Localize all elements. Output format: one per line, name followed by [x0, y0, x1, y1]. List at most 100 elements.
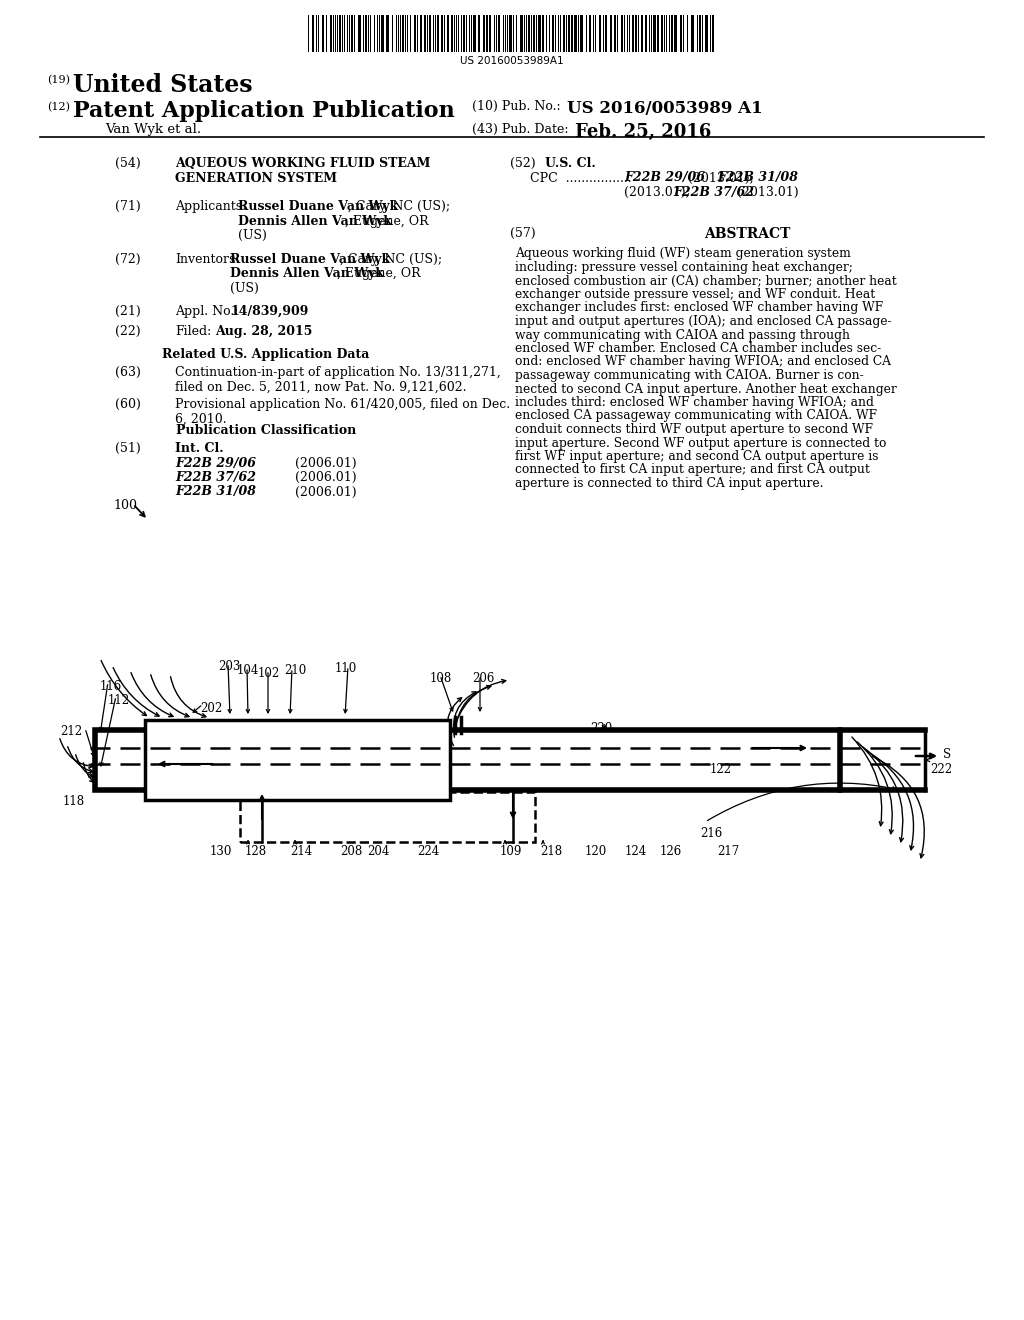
Text: (54): (54) [115, 157, 140, 170]
Bar [451, 15, 453, 51]
Text: 14/839,909: 14/839,909 [230, 305, 308, 318]
Bar [498, 15, 500, 51]
Text: (US): (US) [230, 282, 259, 294]
Text: , Cary, NC (US);: , Cary, NC (US); [340, 253, 442, 267]
Text: ond: enclosed WF chamber having WFIOA; and enclosed CA: ond: enclosed WF chamber having WFIOA; a… [515, 355, 891, 368]
Text: 206: 206 [472, 672, 495, 685]
Text: 220: 220 [590, 722, 612, 735]
Text: filed on Dec. 5, 2011, now Pat. No. 9,121,602.: filed on Dec. 5, 2011, now Pat. No. 9,12… [175, 380, 467, 393]
Text: aperture is connected to third CA input aperture.: aperture is connected to third CA input … [515, 477, 823, 490]
Text: (22): (22) [115, 325, 140, 338]
Text: Continuation-in-part of application No. 13/311,271,: Continuation-in-part of application No. … [175, 366, 501, 379]
Bar [552, 15, 554, 51]
Bar [699, 15, 701, 51]
Bar [358, 15, 361, 51]
Text: (12): (12) [47, 102, 70, 112]
Text: F22B 37/62: F22B 37/62 [673, 186, 754, 199]
Text: F22B 29/06: F22B 29/06 [624, 172, 705, 185]
Text: US 2016/0053989 A1: US 2016/0053989 A1 [567, 100, 763, 117]
Text: 122: 122 [710, 763, 732, 776]
Text: enclosed WF chamber. Enclosed CA chamber includes sec-: enclosed WF chamber. Enclosed CA chamber… [515, 342, 882, 355]
Bar [447, 15, 449, 51]
Text: Inventors:: Inventors: [175, 253, 240, 267]
Bar [657, 15, 659, 51]
Bar [614, 15, 616, 51]
Text: GENERATION SYSTEM: GENERATION SYSTEM [175, 172, 337, 185]
Text: input and output apertures (IOA); and enclosed CA passage-: input and output apertures (IOA); and en… [515, 315, 892, 327]
Text: 106: 106 [215, 741, 238, 752]
Text: way communicating with CAIOA and passing through: way communicating with CAIOA and passing… [515, 329, 850, 342]
Bar [330, 15, 332, 51]
Text: Aqueous working fluid (WF) steam generation system: Aqueous working fluid (WF) steam generat… [515, 248, 851, 260]
Text: United States: United States [73, 73, 253, 96]
Text: 204: 204 [367, 845, 389, 858]
Text: 6, 2010.: 6, 2010. [175, 412, 226, 425]
Text: 112: 112 [108, 694, 130, 708]
Bar [509, 15, 512, 51]
Text: 208: 208 [340, 845, 362, 858]
Text: (63): (63) [115, 366, 141, 379]
Bar [635, 15, 637, 51]
Bar [641, 15, 643, 51]
Bar [145, 719, 450, 800]
Text: (2006.01): (2006.01) [295, 471, 356, 484]
Text: Aug. 28, 2015: Aug. 28, 2015 [215, 325, 312, 338]
Text: F22B 29/06: F22B 29/06 [175, 457, 256, 470]
Text: Provisional application No. 61/420,005, filed on Dec.: Provisional application No. 61/420,005, … [175, 399, 510, 411]
Text: 216: 216 [700, 828, 722, 840]
Bar [599, 15, 601, 51]
Text: U.S. Cl.: U.S. Cl. [545, 157, 596, 170]
Text: (2013.01);: (2013.01); [624, 186, 694, 199]
Text: input aperture. Second WF output aperture is connected to: input aperture. Second WF output apertur… [515, 437, 887, 450]
Text: (2006.01): (2006.01) [295, 486, 356, 499]
Bar [365, 15, 367, 51]
Text: conduit connects third WF output aperture to second WF: conduit connects third WF output apertur… [515, 422, 873, 436]
Text: 118: 118 [63, 795, 85, 808]
Bar [322, 15, 324, 51]
Text: F22B 31/08: F22B 31/08 [175, 486, 256, 499]
Bar [621, 15, 623, 51]
Text: nected to second CA input aperture. Another heat exchanger: nected to second CA input aperture. Anot… [515, 383, 897, 396]
Text: Patent Application Publication: Patent Application Publication [73, 100, 455, 121]
Bar [528, 15, 530, 51]
Bar [563, 15, 565, 51]
Text: includes third: enclosed WF chamber having WFIOA; and: includes third: enclosed WF chamber havi… [515, 396, 873, 409]
Text: CPC  .................: CPC ................. [530, 172, 632, 185]
Bar [571, 15, 573, 51]
Text: (71): (71) [115, 201, 140, 213]
Bar [429, 15, 431, 51]
Bar [463, 15, 465, 51]
Text: passageway communicating with CAIOA. Burner is con-: passageway communicating with CAIOA. Bur… [515, 370, 864, 381]
Text: US 20160053989A1: US 20160053989A1 [460, 55, 564, 66]
Text: 224: 224 [417, 845, 439, 858]
Text: 203: 203 [218, 660, 241, 673]
Text: including: pressure vessel containing heat exchanger;: including: pressure vessel containing he… [515, 261, 853, 275]
Bar [424, 15, 426, 51]
Text: , Cary, NC (US);: , Cary, NC (US); [348, 201, 451, 213]
Bar [645, 15, 647, 51]
Text: (2013.01);: (2013.01); [684, 172, 758, 185]
Bar [95, 730, 840, 789]
Text: exchanger includes first: enclosed WF chamber having WF: exchanger includes first: enclosed WF ch… [515, 301, 883, 314]
Text: (2013.01): (2013.01) [733, 186, 799, 199]
Bar [712, 15, 714, 51]
Bar [538, 15, 541, 51]
Text: ABSTRACT: ABSTRACT [703, 227, 791, 242]
Text: (52): (52) [510, 157, 536, 170]
Text: (10) Pub. No.:: (10) Pub. No.: [472, 100, 560, 114]
Bar [486, 15, 488, 51]
Bar [489, 15, 490, 51]
Text: , Eugene, OR: , Eugene, OR [337, 268, 421, 281]
Text: Related U.S. Application Data: Related U.S. Application Data [163, 348, 370, 360]
Text: F22B 37/62: F22B 37/62 [175, 471, 256, 484]
Text: 218: 218 [540, 845, 562, 858]
Bar [680, 15, 682, 51]
Text: enclosed combustion air (CA) chamber; burner; another heat: enclosed combustion air (CA) chamber; bu… [515, 275, 897, 288]
Text: 124: 124 [625, 845, 647, 858]
Text: 102: 102 [258, 667, 281, 680]
Text: 104: 104 [237, 664, 259, 677]
Text: Applicants:: Applicants: [175, 201, 246, 213]
Text: (72): (72) [115, 253, 140, 267]
Text: Russel Duane Van Wyk: Russel Duane Van Wyk [230, 253, 390, 267]
Bar [240, 792, 535, 842]
